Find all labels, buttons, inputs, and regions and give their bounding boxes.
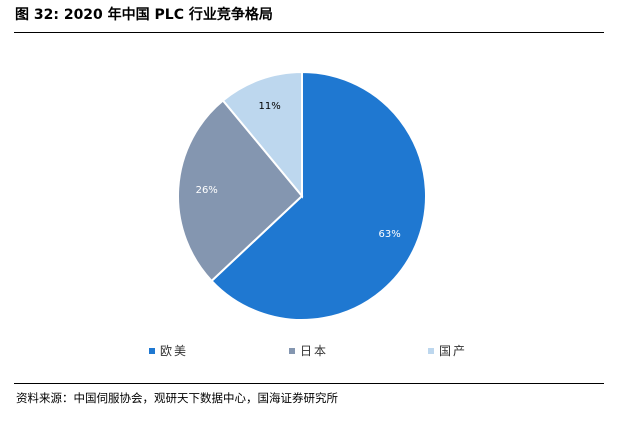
legend-label-domestic: 国产 [439,344,468,358]
pie-label-domestic: 11% [259,101,281,112]
pie-slice-domestic [221,70,303,199]
legend-label-japan: 日本 [300,344,329,358]
source-note: 资料来源：中国伺服协会，观研天下数据中心，国海证券研究所 [16,391,338,405]
pie-slice-europe-us [210,70,427,321]
pie-label-europe-us: 63% [379,229,401,240]
title-divider [14,32,604,33]
legend-item-japan: 日本 [289,342,328,359]
legend-swatch-domestic [428,347,434,354]
legend-item-domestic: 国产 [428,342,467,359]
legend-item-europe-us: 欧美 [149,342,188,359]
figure-title: 图 32: 2020 年中国 PLC 行业竞争格局 [15,7,273,23]
source-divider [14,383,604,384]
chart-legend: 欧美 日本 国产 [0,342,622,362]
pie-slice-japan [177,99,304,283]
legend-swatch-europe-us [149,347,155,354]
legend-label-europe-us: 欧美 [160,344,189,358]
legend-swatch-japan [289,347,295,354]
pie-label-japan: 26% [196,185,218,196]
